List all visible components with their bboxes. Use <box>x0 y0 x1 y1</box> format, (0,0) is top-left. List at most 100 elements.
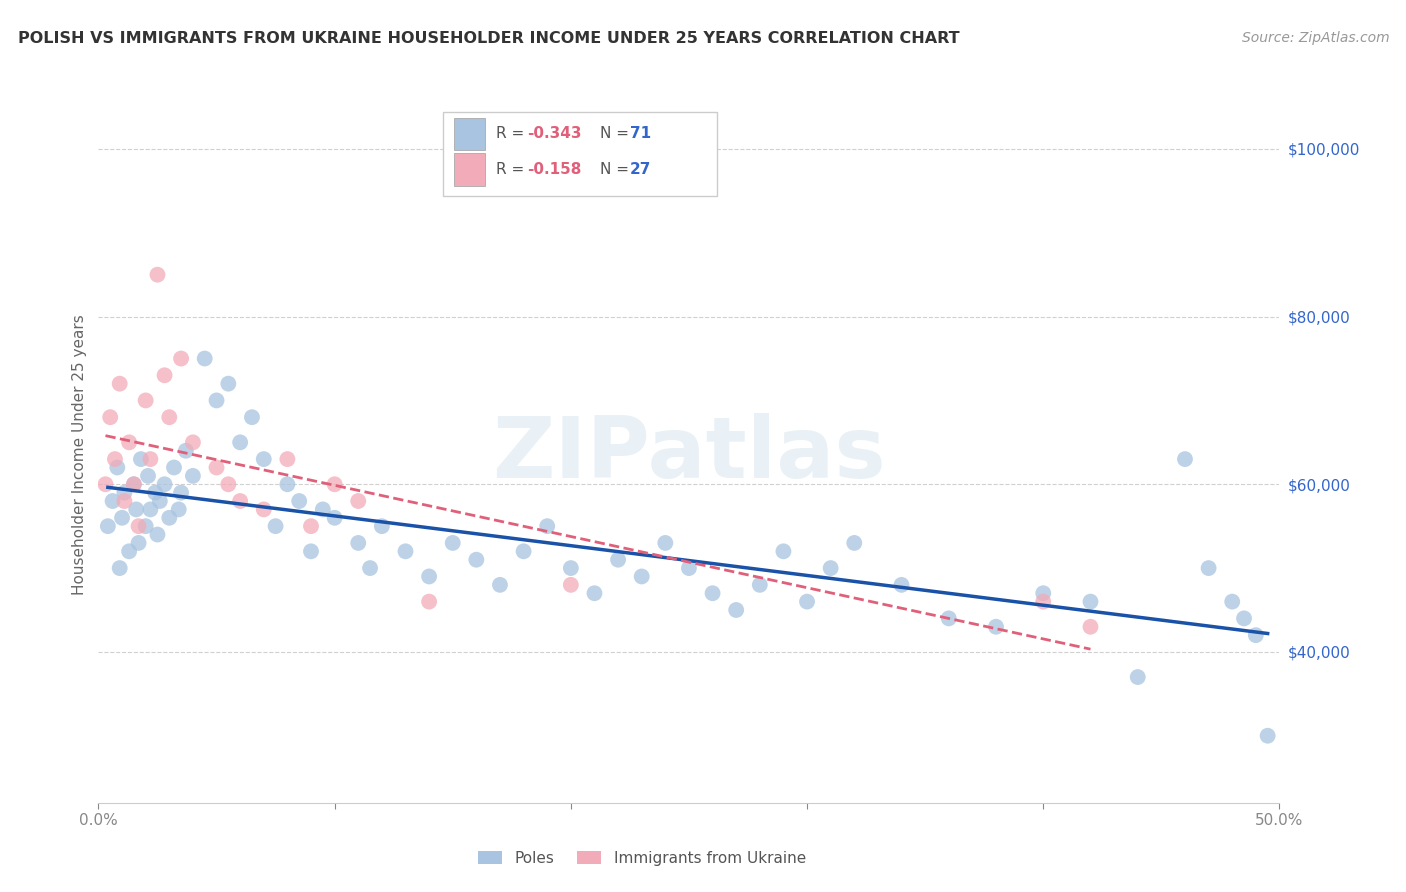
Point <box>146 527 169 541</box>
Point <box>153 477 176 491</box>
Point <box>146 268 169 282</box>
Point <box>118 544 141 558</box>
Point <box>167 502 190 516</box>
Point <box>205 393 228 408</box>
Point <box>938 611 960 625</box>
Point <box>170 351 193 366</box>
Point <box>630 569 652 583</box>
Point <box>129 452 152 467</box>
Point <box>157 410 180 425</box>
Point <box>772 544 794 558</box>
Point <box>1220 594 1243 608</box>
Text: -0.343: -0.343 <box>527 127 582 141</box>
Point <box>112 494 135 508</box>
Point <box>98 410 121 425</box>
Point <box>312 502 335 516</box>
Point <box>394 544 416 558</box>
Point <box>105 460 128 475</box>
Point <box>111 510 134 524</box>
Point <box>128 536 150 550</box>
Point <box>890 578 912 592</box>
Point <box>583 586 606 600</box>
Point <box>229 494 252 508</box>
Point <box>748 578 770 592</box>
Point <box>217 477 239 491</box>
Point <box>122 477 145 491</box>
Point <box>143 485 166 500</box>
Point <box>112 485 135 500</box>
Text: R =: R = <box>496 162 530 177</box>
Point <box>323 510 346 524</box>
Point <box>796 594 818 608</box>
Point <box>101 494 124 508</box>
Point <box>347 536 370 550</box>
Point <box>820 561 842 575</box>
Text: -0.158: -0.158 <box>527 162 582 177</box>
Point <box>240 410 263 425</box>
Point <box>125 502 148 516</box>
Point <box>1080 620 1102 634</box>
Text: Source: ZipAtlas.com: Source: ZipAtlas.com <box>1241 31 1389 45</box>
Point <box>229 435 252 450</box>
Text: N =: N = <box>600 127 634 141</box>
Point <box>153 368 176 383</box>
Legend: Poles, Immigrants from Ukraine: Poles, Immigrants from Ukraine <box>471 845 813 871</box>
Point <box>276 452 298 467</box>
Point <box>118 435 141 450</box>
Point <box>465 552 488 566</box>
Point <box>359 561 381 575</box>
Point <box>560 561 582 575</box>
Point <box>139 452 162 467</box>
Point <box>253 452 276 467</box>
Y-axis label: Householder Income Under 25 years: Householder Income Under 25 years <box>72 315 87 595</box>
Point <box>347 494 370 508</box>
Point <box>174 443 197 458</box>
Text: ZIPatlas: ZIPatlas <box>492 413 886 497</box>
Point <box>181 468 204 483</box>
Point <box>149 494 172 508</box>
Point <box>264 519 287 533</box>
Point <box>1032 594 1054 608</box>
Point <box>253 502 276 516</box>
Point <box>217 376 239 391</box>
Point <box>97 519 120 533</box>
Point <box>1233 611 1256 625</box>
Text: R =: R = <box>496 127 530 141</box>
Point <box>194 351 217 366</box>
Point <box>489 578 512 592</box>
Point <box>1257 729 1279 743</box>
Text: 71: 71 <box>630 127 651 141</box>
Point <box>163 460 186 475</box>
Point <box>654 536 676 550</box>
Point <box>725 603 748 617</box>
Point <box>418 569 440 583</box>
Point <box>1126 670 1149 684</box>
Point <box>299 544 322 558</box>
Point <box>1198 561 1220 575</box>
Point <box>678 561 700 575</box>
Point <box>1080 594 1102 608</box>
Text: N =: N = <box>600 162 634 177</box>
Point <box>170 485 193 500</box>
Text: POLISH VS IMMIGRANTS FROM UKRAINE HOUSEHOLDER INCOME UNDER 25 YEARS CORRELATION : POLISH VS IMMIGRANTS FROM UKRAINE HOUSEH… <box>18 31 960 46</box>
Point <box>418 594 440 608</box>
Point <box>181 435 204 450</box>
Point <box>136 468 159 483</box>
Point <box>1174 452 1197 467</box>
Point <box>108 376 131 391</box>
Point <box>560 578 582 592</box>
Point <box>288 494 311 508</box>
Point <box>371 519 394 533</box>
Point <box>135 393 157 408</box>
Point <box>1244 628 1267 642</box>
Point <box>299 519 322 533</box>
Point <box>844 536 866 550</box>
Point <box>128 519 150 533</box>
Point <box>276 477 298 491</box>
Point <box>108 561 131 575</box>
Point <box>1032 586 1054 600</box>
Point <box>139 502 162 516</box>
Point <box>104 452 127 467</box>
Point <box>205 460 228 475</box>
Point <box>122 477 145 491</box>
